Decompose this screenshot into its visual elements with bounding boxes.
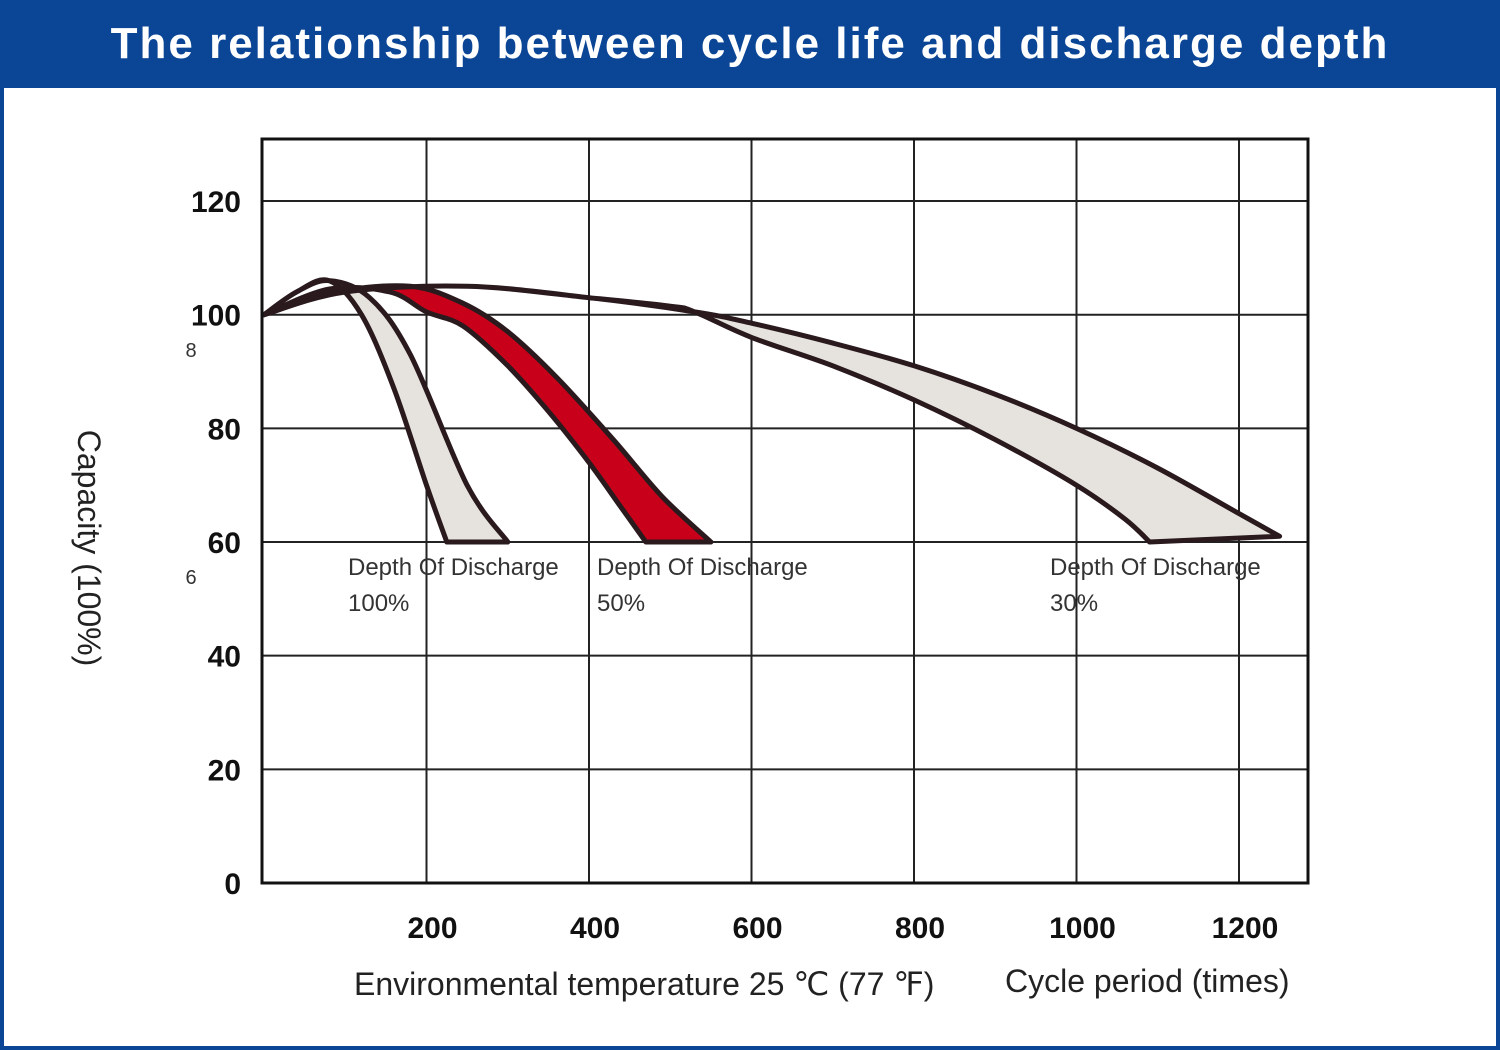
x-tick-label: 1200 [1212,912,1279,945]
chart-title: The relationship between cycle life and … [110,19,1390,68]
series-label-value: 30% [1050,590,1098,617]
x-tick-label: 600 [732,912,782,945]
plot-border [260,137,1310,885]
plot-border-rect [260,137,1310,885]
y-axis-label: Capacity (100%) [71,430,107,667]
y-tick-label: 60 [208,527,241,560]
y-minor-label: 6 [185,567,196,589]
series-label-value: 100% [348,590,409,617]
y-tick-label: 100 [191,300,241,333]
x-tick-label: 800 [895,912,945,945]
series-band [261,277,511,545]
data-bands [261,277,1283,545]
y-tick-label: 120 [191,186,241,219]
y-minor-label: 8 [185,340,196,362]
series-label-value: 50% [597,590,645,617]
x-axis-label: Cycle period (times) [1005,963,1290,999]
y-tick-label: 80 [208,413,241,446]
series-label: Depth Of Discharge [348,554,559,581]
series-label: Depth Of Discharge [1050,554,1261,581]
grid [262,139,1308,883]
series-annotations: Depth Of Discharge 100% Depth Of Discharge… [348,554,1261,617]
y-tick-label: 0 [224,868,241,901]
y-tick-label: 40 [208,641,241,674]
x-tick-label: 400 [570,912,620,945]
x-tick-label: 1000 [1049,912,1116,945]
title-banner: The relationship between cycle life and … [0,0,1500,88]
x-tick-label: 200 [407,912,457,945]
x-axis-note: Environmental temperature 25 ℃ (77 ℉) [354,966,934,1002]
series-band [261,283,1283,545]
series-band [261,283,714,545]
series-label: Depth Of Discharge [597,554,808,581]
y-tick-label: 20 [208,754,241,787]
tick-labels: 0 20 40 60 80 100 120 200 400 600 800 1000 1200 8 6 [185,186,1278,945]
